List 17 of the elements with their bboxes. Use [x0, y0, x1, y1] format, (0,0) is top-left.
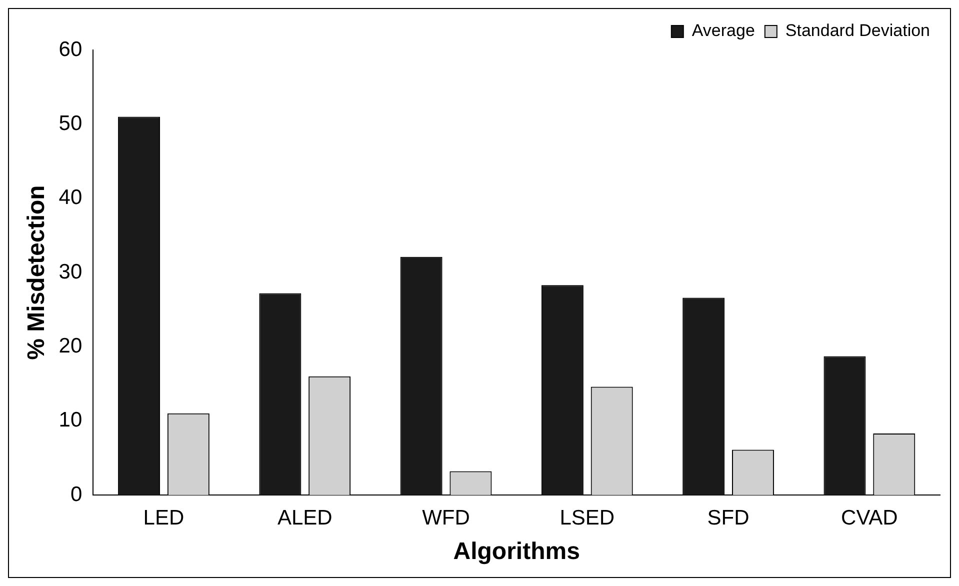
y-tick-label: 30 — [58, 260, 82, 284]
y-axis-title: % Misdetection — [23, 185, 50, 360]
y-tick-label: 0 — [70, 482, 82, 506]
x-tick-label: LED — [143, 506, 184, 530]
y-tick-label: 40 — [58, 186, 82, 210]
legend-label: Standard Deviation — [785, 21, 930, 40]
x-tick-label: LSED — [560, 506, 615, 530]
y-tick-label: 60 — [58, 38, 82, 61]
legend-label: Average — [692, 21, 755, 40]
y-tick-label: 20 — [58, 334, 82, 358]
x-tick-label: ALED — [277, 506, 332, 530]
x-axis-title: Algorithms — [453, 538, 580, 566]
y-tick-label: 50 — [58, 112, 82, 135]
y-tick-label: 10 — [58, 408, 82, 432]
x-tick-label: CVAD — [841, 506, 898, 530]
x-tick-label: WFD — [422, 506, 470, 530]
x-tick-label: SFD — [707, 506, 750, 530]
